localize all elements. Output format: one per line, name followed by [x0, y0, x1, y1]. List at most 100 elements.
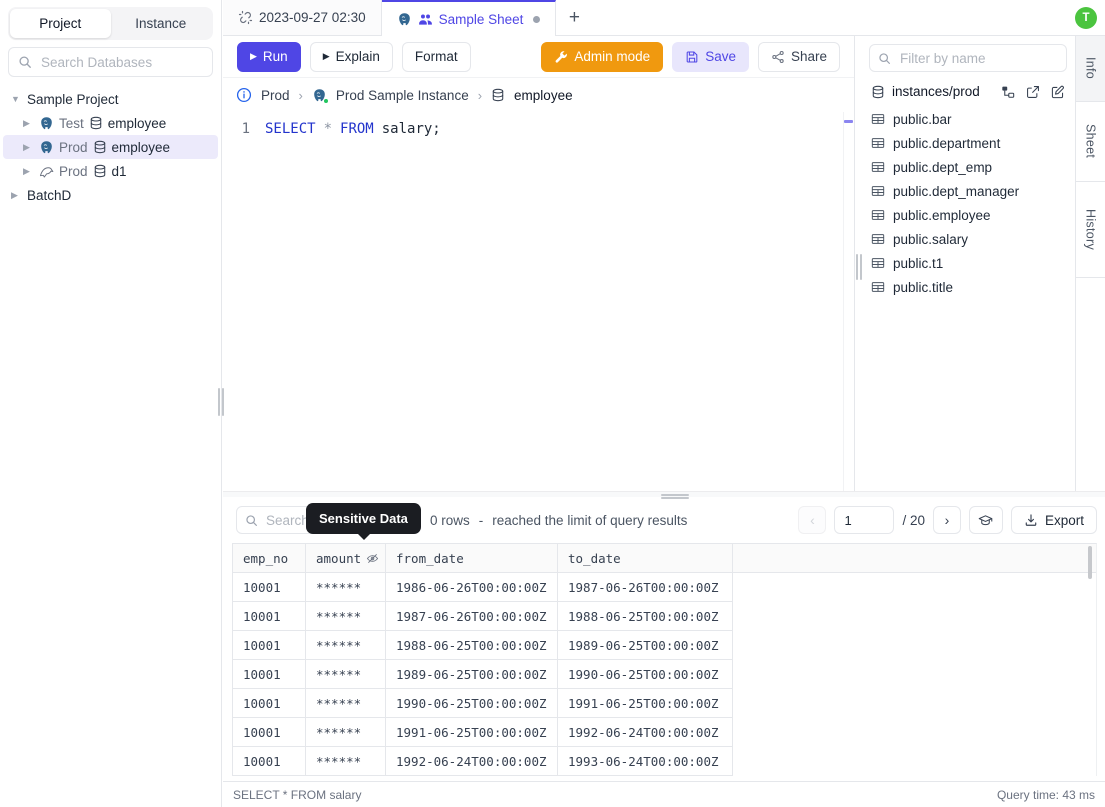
search-icon — [18, 55, 32, 69]
panel-resize-handle[interactable] — [856, 254, 862, 280]
postgres-icon — [312, 88, 329, 104]
run-button[interactable]: ▶ Run — [237, 41, 301, 72]
editor-toolbar: ▶ Run ▶ Explain Format Admin mode — [223, 36, 854, 78]
column-header[interactable]: amount — [306, 544, 386, 573]
environment-label: Test — [59, 115, 84, 131]
edit-icon[interactable] — [1051, 85, 1065, 99]
cell: 1991-06-25T00:00:00Z — [558, 689, 733, 718]
next-page-button[interactable]: › — [932, 506, 961, 534]
table-row[interactable]: 10001 ****** 1991-06-25T00:00:00Z 1992-0… — [233, 718, 1096, 747]
schema-diagram-icon[interactable] — [1001, 85, 1015, 99]
unlink-icon — [238, 10, 253, 25]
masking-cap-button[interactable] — [968, 506, 1003, 534]
table-scrollbar[interactable] — [1088, 546, 1092, 579]
page-number-input[interactable] — [834, 506, 895, 534]
tab-instance[interactable]: Instance — [135, 16, 187, 31]
table-row[interactable]: 10001 ****** 1989-06-25T00:00:00Z 1990-0… — [233, 660, 1096, 689]
database-search[interactable] — [8, 47, 213, 77]
tree-item-test-employee[interactable]: ▶ Test employee — [3, 111, 218, 135]
export-button[interactable]: Export — [1010, 506, 1097, 534]
tree-item-prod-d1[interactable]: ▶ Prod d1 — [3, 159, 218, 183]
table-list-item[interactable]: public.title — [869, 275, 1067, 299]
info-circle-icon[interactable] — [236, 87, 252, 103]
caret-right-icon[interactable]: ▶ — [23, 141, 30, 152]
tree-item-batch-project[interactable]: ▶ BatchD — [3, 183, 218, 207]
table-list-item[interactable]: public.department — [869, 131, 1067, 155]
sql-code-editor[interactable]: 1 SELECT * FROM salary; — [223, 112, 854, 497]
save-button[interactable]: Save — [672, 41, 749, 72]
play-icon: ▶ — [250, 51, 257, 61]
line-number: 1 — [241, 121, 250, 137]
column-header[interactable]: to_date — [558, 544, 733, 573]
cell-filler — [733, 689, 1096, 718]
prev-page-button[interactable]: ‹ — [798, 506, 827, 534]
cell-masked: ****** — [306, 602, 386, 631]
tab-history[interactable]: History — [1076, 182, 1105, 278]
table-row[interactable]: 10001 ****** 1987-06-26T00:00:00Z 1988-0… — [233, 602, 1096, 631]
cell: 10001 — [233, 602, 306, 631]
column-header[interactable]: emp_no — [233, 544, 306, 573]
table-row[interactable]: 10001 ****** 1992-06-24T00:00:00Z 1993-0… — [233, 747, 1096, 776]
table-filter[interactable] — [869, 44, 1067, 72]
schema-panel: instances/prod public.bar — [861, 36, 1075, 497]
table-list-item[interactable]: public.dept_manager — [869, 179, 1067, 203]
caret-right-icon[interactable]: ▶ — [23, 165, 30, 176]
table-list-item[interactable]: public.bar — [869, 107, 1067, 131]
postgres-icon — [397, 12, 412, 27]
horizontal-resize-handle[interactable] — [661, 493, 689, 500]
chevron-right-icon: › — [298, 87, 303, 103]
share-button[interactable]: Share — [757, 41, 840, 72]
tab-sheet[interactable]: Sheet — [1076, 102, 1105, 182]
new-tab-button[interactable]: + — [568, 6, 580, 28]
admin-mode-button[interactable]: Admin mode — [541, 41, 664, 72]
database-search-input[interactable] — [39, 53, 203, 71]
table-row[interactable]: 10001 ****** 1986-06-26T00:00:00Z 1987-0… — [233, 573, 1096, 602]
table-filter-input[interactable] — [898, 49, 1058, 67]
cell-masked: ****** — [306, 718, 386, 747]
column-header[interactable]: from_date — [386, 544, 558, 573]
table-row[interactable]: 10001 ****** 1988-06-25T00:00:00Z 1989-0… — [233, 631, 1096, 660]
table-list-item[interactable]: public.t1 — [869, 251, 1067, 275]
pane-gutter — [855, 36, 862, 497]
user-avatar[interactable]: T — [1075, 6, 1097, 29]
table-header-row: emp_no amount from_date to_date — [233, 544, 1096, 573]
tab-info[interactable]: Info — [1076, 36, 1105, 102]
sidebar-resize-handle[interactable] — [218, 388, 224, 416]
caret-down-icon[interactable]: ▼ — [11, 94, 20, 104]
query-results-panel: Sensitive Data 0 rows - reached the limi… — [223, 497, 1105, 807]
breadcrumb-environment[interactable]: Prod — [261, 87, 290, 103]
tree-item-sample-project[interactable]: ▼ Sample Project — [3, 87, 218, 111]
explain-button[interactable]: ▶ Explain — [309, 41, 393, 72]
postgres-icon — [39, 140, 54, 155]
caret-right-icon[interactable]: ▶ — [23, 117, 30, 128]
table-icon — [871, 136, 885, 150]
results-divider[interactable] — [223, 491, 1105, 500]
cell: 10001 — [233, 631, 306, 660]
format-button[interactable]: Format — [401, 41, 471, 72]
row-count-info: 0 rows - reached the limit of query resu… — [430, 497, 687, 543]
connection-name: instances/prod — [892, 84, 980, 99]
caret-right-icon[interactable]: ▶ — [11, 189, 18, 200]
cell: 10001 — [233, 747, 306, 776]
unsaved-dot-icon — [533, 15, 541, 23]
table-list-item[interactable]: public.dept_emp — [869, 155, 1067, 179]
breadcrumb-instance[interactable]: Prod Sample Instance — [335, 87, 469, 103]
breadcrumb-database[interactable]: employee — [514, 87, 573, 103]
tab-project[interactable]: Project — [10, 9, 111, 38]
table-list-item[interactable]: public.salary — [869, 227, 1067, 251]
tab-sample-sheet[interactable]: Sample Sheet — [381, 0, 557, 36]
cell: 1988-06-25T00:00:00Z — [558, 602, 733, 631]
eye-off-icon[interactable] — [366, 552, 379, 565]
tab-history-sheet[interactable]: 2023-09-27 02:30 — [223, 0, 382, 35]
table-list-item[interactable]: public.employee — [869, 203, 1067, 227]
external-link-icon[interactable] — [1026, 85, 1040, 99]
database-icon — [871, 85, 885, 99]
editor-change-mark — [844, 120, 853, 123]
sensitive-data-tooltip: Sensitive Data — [306, 503, 421, 540]
cell-filler — [733, 660, 1096, 689]
table-row[interactable]: 10001 ****** 1990-06-25T00:00:00Z 1991-0… — [233, 689, 1096, 718]
pagination: ‹ / 20 › Export — [798, 506, 1097, 534]
tree-item-prod-employee[interactable]: ▶ Prod employee — [3, 135, 218, 159]
right-tab-strip: Info Sheet History — [1075, 36, 1105, 497]
